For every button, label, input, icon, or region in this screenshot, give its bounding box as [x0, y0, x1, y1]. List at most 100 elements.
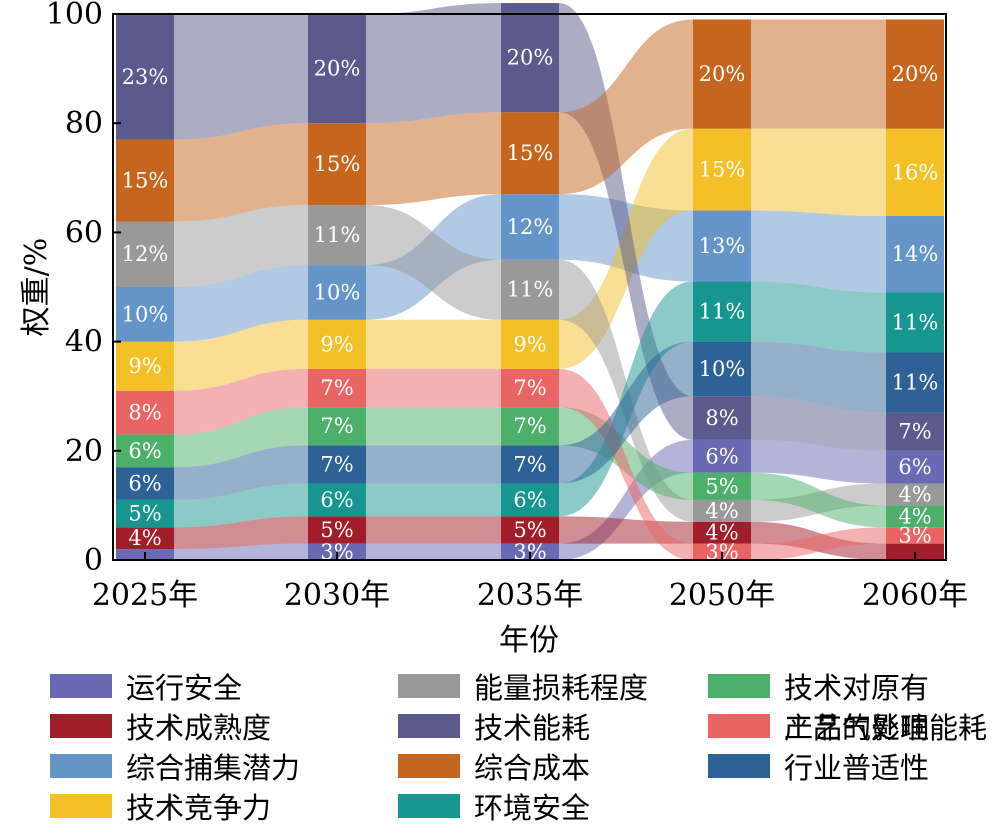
- data-label: 6%: [705, 444, 738, 468]
- bar-nenghao-3: [693, 396, 751, 440]
- legend-label: 工艺的影响: [784, 711, 929, 745]
- flow-nengliang-1: [366, 205, 501, 320]
- bar-gongyi-4: [886, 505, 944, 528]
- flow-gongyi-1: [366, 407, 501, 446]
- bar-chanpin-1: [308, 368, 366, 408]
- y-tick-label: 0: [84, 543, 103, 578]
- bar-nenghao-2: [501, 3, 559, 113]
- flow-chengshu-1: [366, 516, 501, 544]
- bar-chengben-2: [501, 112, 559, 195]
- bar-jingzheng-0: [116, 341, 174, 391]
- bar-jingzheng-3: [693, 128, 751, 211]
- bar-gongyi-3: [693, 472, 751, 500]
- legend-label: 行业普适性: [784, 751, 929, 785]
- bar-pushi-1: [308, 445, 366, 484]
- data-label: 4%: [898, 504, 931, 528]
- flow-yunxing-0: [174, 543, 308, 560]
- bar-chanpin-4: [886, 527, 944, 544]
- data-label: 11%: [507, 278, 554, 302]
- y-axis-title: 权重/%: [19, 238, 54, 337]
- bar-pushi-4: [886, 352, 944, 413]
- bar-huanjing-4: [886, 292, 944, 353]
- flow-nenghao-1: [366, 3, 501, 124]
- segment-labels: 4%5%6%6%8%9%10%12%15%23%3%5%6%7%7%7%9%10…: [122, 46, 939, 564]
- bar-chengben-3: [693, 19, 751, 129]
- data-label: 10%: [699, 357, 746, 381]
- data-label: 7%: [320, 452, 353, 476]
- legend-item-nenghao: 技术能耗: [398, 711, 590, 745]
- y-tick-label: 40: [65, 325, 103, 360]
- data-label: 4%: [705, 499, 738, 523]
- legend-item-nengliang: 能量损耗程度: [398, 671, 648, 705]
- flow-chanpin-1: [366, 368, 501, 408]
- bar-buji-1: [308, 265, 366, 320]
- data-label: 7%: [513, 414, 546, 438]
- legend-label: 运行安全: [126, 671, 242, 705]
- flow-gongyi-3: [751, 472, 886, 528]
- data-label: 20%: [892, 62, 939, 86]
- bar-jingzheng-1: [308, 319, 366, 369]
- flow-chengben-3: [751, 19, 886, 129]
- bar-gongyi-1: [308, 407, 366, 446]
- legend-item-huanjing: 环境安全: [398, 791, 590, 825]
- legend-swatch: [398, 754, 460, 778]
- y-tick-label: 20: [65, 434, 103, 469]
- x-tick-label: 2060年: [862, 578, 968, 613]
- bar-nengliang-1: [308, 205, 366, 266]
- data-label: 20%: [507, 46, 554, 70]
- data-label: 11%: [892, 371, 939, 395]
- flow-chanpin-3: [751, 527, 886, 560]
- flow-pushi-1: [366, 445, 501, 484]
- legend-label: 技术竞争力: [126, 791, 271, 825]
- legend-swatch: [708, 714, 770, 738]
- legend-item-chengshu: 技术成熟度: [50, 711, 271, 745]
- bar-chanpin-0: [116, 390, 174, 435]
- flow-pushi-0: [174, 445, 308, 500]
- flow-yunxing-1: [366, 543, 501, 560]
- legend-swatch: [50, 794, 112, 818]
- bar-chengben-1: [308, 123, 366, 206]
- bar-chanpin-3: [693, 543, 751, 560]
- data-label: 8%: [128, 401, 161, 425]
- bar-buji-0: [116, 287, 174, 342]
- x-axis: 2025年 2030年 2035年 2050年 2060年: [92, 552, 968, 613]
- bar-yunxing-4: [886, 450, 944, 484]
- bar-chengben-4: [886, 19, 944, 129]
- legend-item-chengben: 综合成本: [398, 751, 590, 785]
- y-axis: 0 20 40 60 80 100: [46, 0, 121, 578]
- bar-buji-4: [886, 216, 944, 293]
- bar-nengliang-3: [693, 499, 751, 522]
- legend-swatch: [50, 754, 112, 778]
- x-axis-title: 年份: [499, 623, 559, 658]
- flow-jingzheng-0: [174, 319, 308, 391]
- legend-label: 技术成熟度: [126, 711, 271, 745]
- legend-item-jingzheng: 技术竞争力: [50, 791, 271, 825]
- flow-nenghao-0: [174, 14, 308, 140]
- bar-chengben-0: [116, 139, 174, 222]
- data-label: 20%: [699, 62, 746, 86]
- bar-huanjing-0: [116, 499, 174, 528]
- data-label: 13%: [699, 234, 746, 258]
- flow-buji-0: [174, 265, 308, 342]
- data-label: 7%: [320, 414, 353, 438]
- bar-huanjing-2: [501, 483, 559, 517]
- bar-buji-3: [693, 210, 751, 282]
- flow-huanjing-3: [751, 281, 886, 353]
- flow-gongyi-2: [559, 407, 693, 500]
- bar-pushi-0: [116, 467, 174, 500]
- data-label: 10%: [122, 302, 169, 326]
- x-tick-label: 2030年: [284, 578, 390, 613]
- bar-nengliang-2: [501, 259, 559, 320]
- bar-gongyi-2: [501, 407, 559, 446]
- flow-pushi-3: [751, 341, 886, 413]
- y-tick-label: 100: [46, 0, 103, 32]
- flow-chengben-2: [559, 19, 693, 195]
- bar-huanjing-1: [308, 483, 366, 517]
- data-label: 3%: [898, 523, 931, 547]
- flow-jingzheng-3: [751, 128, 886, 217]
- flow-chengshu-0: [174, 516, 308, 550]
- flow-bands: [174, 3, 886, 560]
- data-label: 16%: [892, 160, 939, 184]
